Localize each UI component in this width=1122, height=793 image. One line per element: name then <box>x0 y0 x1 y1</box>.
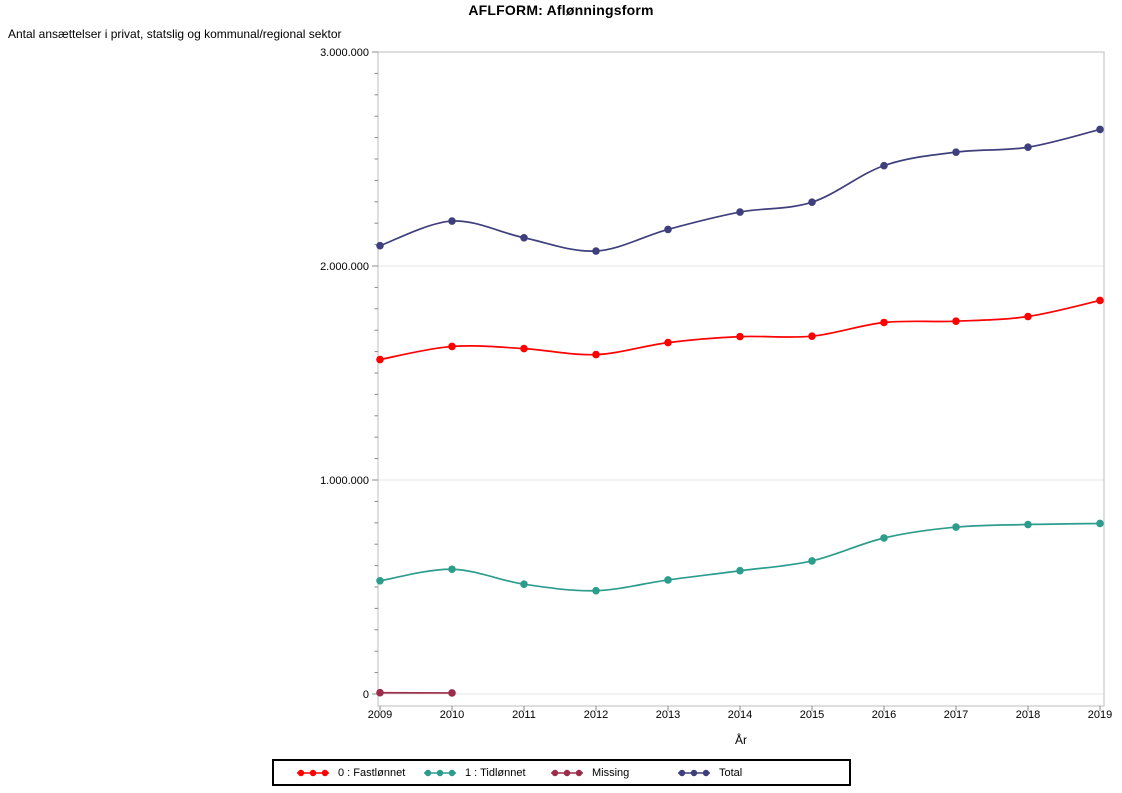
data-point-0-fastl-nnet <box>952 317 960 326</box>
data-point-total <box>664 225 672 234</box>
data-point-1-tidl-nnet <box>1096 519 1104 528</box>
x-axis-title: År <box>735 733 747 747</box>
y-tick-label: 1.000.000 <box>320 475 369 487</box>
data-point-missing <box>376 688 384 697</box>
data-point-total <box>736 208 744 216</box>
legend-label: Missing <box>592 766 630 779</box>
x-tick-label: 2014 <box>728 709 752 721</box>
data-point-total <box>952 148 960 156</box>
legend-item-0-fastl-nnet: 0 : Fastlønnet <box>295 767 422 779</box>
data-point-total <box>448 217 456 225</box>
chart-title: AFLFORM: Aflønningsform <box>468 2 654 18</box>
x-tick-label: 2011 <box>512 709 536 721</box>
legend-item-total: Total <box>676 767 742 779</box>
x-tick-label: 2015 <box>800 709 824 721</box>
data-point-1-tidl-nnet <box>664 576 672 584</box>
data-point-total <box>592 247 600 255</box>
data-point-1-tidl-nnet <box>880 534 888 542</box>
plot-frame <box>377 51 1105 707</box>
legend-marker-icon <box>551 769 583 776</box>
y-tick-label: 3.000.000 <box>320 47 369 59</box>
data-point-1-tidl-nnet <box>592 586 600 595</box>
y-tick-label: 2.000.000 <box>320 261 369 273</box>
x-tick-label: 2013 <box>656 709 680 721</box>
data-point-missing <box>448 689 456 697</box>
y-tick-label: 0 <box>363 689 369 701</box>
data-point-0-fastl-nnet <box>376 355 384 364</box>
x-tick-label: 2009 <box>368 709 392 721</box>
series-line-total <box>379 128 1101 252</box>
legend-marker-icon <box>297 769 329 776</box>
data-point-0-fastl-nnet <box>736 332 744 341</box>
x-tick-label: 2017 <box>944 709 968 721</box>
data-point-1-tidl-nnet <box>376 576 384 585</box>
data-point-1-tidl-nnet <box>736 566 744 575</box>
data-point-1-tidl-nnet <box>952 523 960 531</box>
x-tick-label: 2016 <box>872 709 896 721</box>
data-point-0-fastl-nnet <box>880 318 888 327</box>
data-point-0-fastl-nnet <box>808 332 816 340</box>
x-tick-label: 2010 <box>440 709 464 721</box>
series-line-1-tidl-nnet <box>379 522 1101 592</box>
data-point-0-fastl-nnet <box>520 344 528 353</box>
data-point-total <box>520 233 528 242</box>
data-point-1-tidl-nnet <box>808 557 816 565</box>
legend-label: 1 : Tidlønnet <box>465 766 526 779</box>
data-point-1-tidl-nnet <box>520 580 528 589</box>
y-axis-title: Antal ansættelser i privat, statslig og … <box>8 27 342 41</box>
data-point-total <box>880 161 888 170</box>
data-point-total <box>1024 143 1032 152</box>
legend-label: Total <box>719 766 743 779</box>
data-point-0-fastl-nnet <box>592 350 600 359</box>
data-point-total <box>376 241 384 250</box>
x-tick-label: 2018 <box>1016 709 1040 721</box>
legend-marker-icon <box>424 769 456 776</box>
x-tick-label: 2019 <box>1088 709 1112 721</box>
data-point-0-fastl-nnet <box>1024 312 1032 321</box>
plot-area: 0 1.000.000 2.000.000 3.000.000 2009 2010 2011… <box>320 47 1112 721</box>
legend-item-missing: Missing <box>549 767 676 779</box>
data-point-0-fastl-nnet <box>1096 296 1104 305</box>
legend: 0 : Fastlønnet 1 : Tidlønnet Missing Total <box>272 759 851 786</box>
legend-item-1-tidl-nnet: 1 : Tidlønnet <box>422 767 549 779</box>
data-point-1-tidl-nnet <box>1024 520 1032 529</box>
x-tick-label: 2012 <box>584 709 608 721</box>
data-point-1-tidl-nnet <box>448 565 456 574</box>
data-point-total <box>808 198 816 207</box>
data-point-total <box>1096 125 1104 134</box>
data-point-0-fastl-nnet <box>448 342 456 351</box>
data-point-0-fastl-nnet <box>664 338 672 347</box>
series-line-0-fastl-nnet <box>379 299 1101 361</box>
legend-label: 0 : Fastlønnet <box>338 766 406 779</box>
legend-marker-icon <box>678 769 710 776</box>
